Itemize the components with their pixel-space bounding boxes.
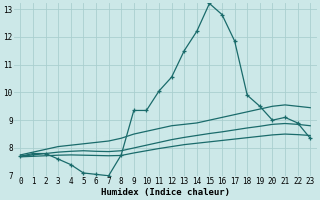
X-axis label: Humidex (Indice chaleur): Humidex (Indice chaleur): [101, 188, 230, 197]
